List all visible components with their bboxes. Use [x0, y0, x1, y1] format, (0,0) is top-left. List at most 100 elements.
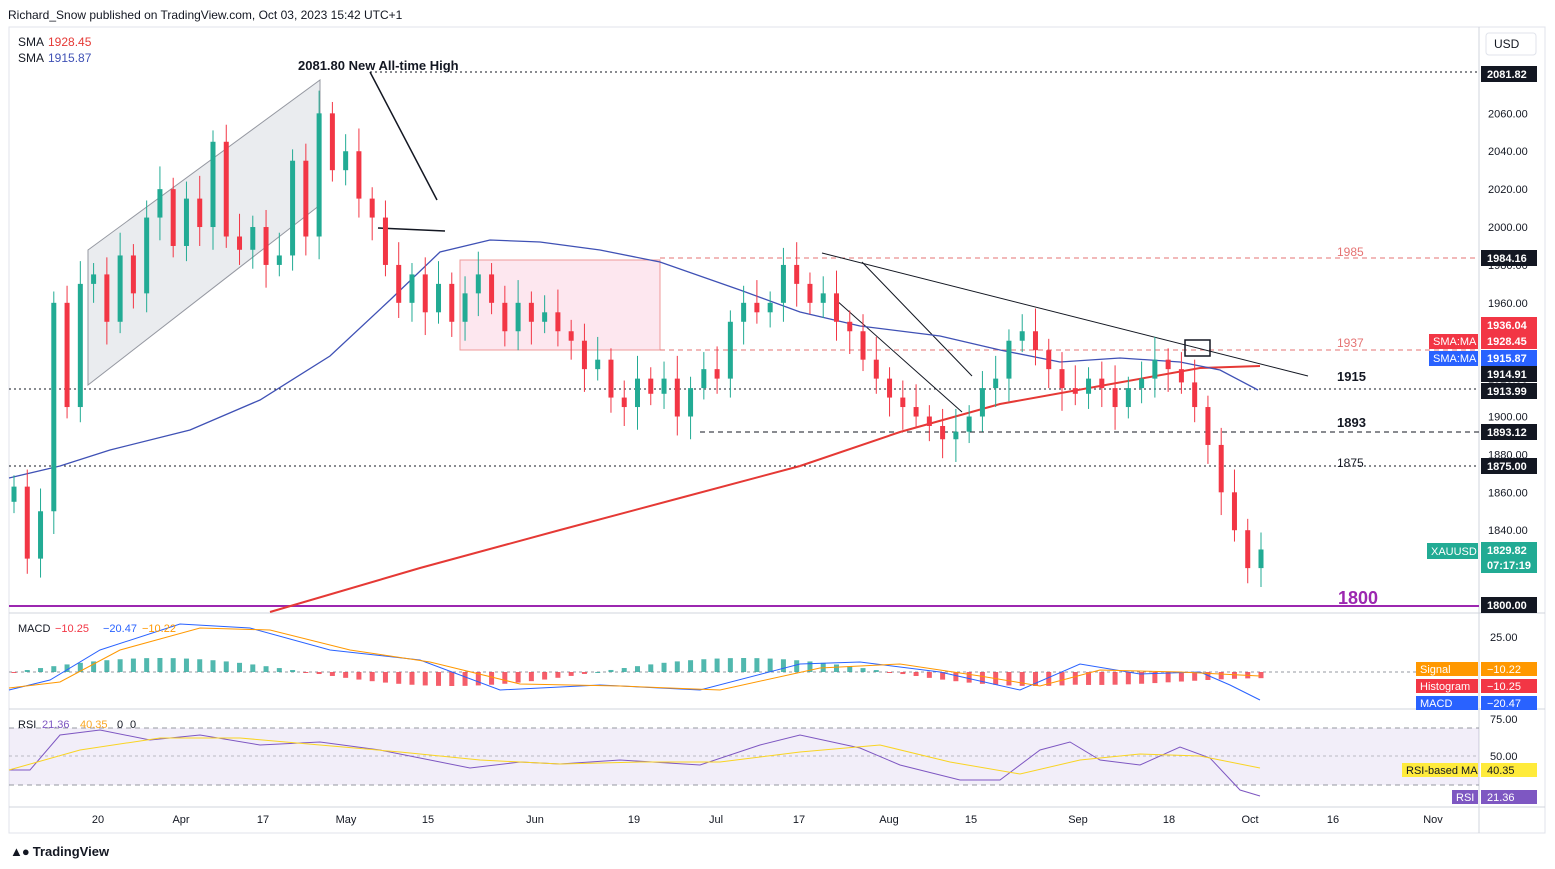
macd-hist-bar — [117, 659, 123, 672]
macd-hist-bar — [1072, 672, 1078, 685]
macd-hist-bar — [449, 672, 455, 686]
time-axis-label: Jun — [526, 814, 544, 826]
macd-hist-bar — [714, 658, 720, 672]
rsi-lines — [8, 729, 1261, 797]
macd-hist-bar — [621, 668, 627, 672]
macd-tag-value: −10.22 — [1487, 664, 1521, 676]
candle-body — [104, 274, 110, 322]
macd-hist-bar — [475, 672, 481, 686]
macd-legend-hist: −10.25 — [55, 623, 89, 635]
candle-body — [1139, 378, 1145, 389]
macd-hist-bar — [489, 672, 495, 685]
macd-hist-bar — [104, 660, 110, 672]
rsi-line — [9, 729, 1261, 797]
candle-body — [714, 369, 720, 379]
candle-body — [303, 160, 309, 237]
price-tag-label: 1875.00 — [1487, 461, 1527, 473]
candlesticks — [11, 90, 1264, 588]
macd-hist-bar — [396, 672, 402, 684]
candle-body — [754, 302, 760, 313]
candle-body — [502, 302, 508, 332]
macd-hist-bar — [1258, 672, 1264, 679]
candle-body — [130, 255, 136, 294]
macd-signal-line — [8, 627, 1261, 691]
candle-body — [170, 189, 176, 246]
candle-body — [661, 378, 667, 394]
rsi-axis-50: 50.00 — [1490, 751, 1518, 763]
time-axis[interactable]: 20 Apr 17 May 15 Jun 19 Jul 17 Aug 15 Sep 18 Oct 16 Nov — [92, 814, 1443, 826]
candle-body — [250, 227, 256, 250]
macd-hist-bar — [953, 672, 959, 682]
candle-body — [157, 189, 163, 218]
price-tag-box — [1481, 542, 1537, 558]
candle-body — [210, 141, 216, 228]
time-axis-label: Sep — [1068, 814, 1088, 826]
macd-hist-bar — [276, 668, 282, 672]
candle-body — [117, 255, 123, 322]
price-tag-box — [1481, 366, 1537, 382]
candle-body — [462, 293, 468, 322]
rsi-tag-value: 21.36 — [1487, 792, 1515, 804]
macd-hist-bar — [648, 664, 654, 672]
candle-body — [515, 302, 521, 332]
price-tag-box — [1481, 317, 1537, 333]
price-tags: 2081.82 1984.16 1936.04 1928.45 1915.87 1914.… — [1481, 66, 1537, 613]
macd-hist-bar — [1046, 672, 1052, 686]
macd-hist-bar — [11, 672, 17, 673]
level-1800-label: 1800 — [1338, 588, 1378, 608]
candle-body — [38, 511, 44, 559]
sma-red-value: 1928.45 — [48, 35, 92, 49]
sma-blue-tag-box — [1429, 351, 1478, 366]
level-1893-label: 1893 — [1337, 415, 1366, 430]
candle-body — [807, 283, 813, 303]
macd-hist-bar — [1165, 672, 1171, 683]
time-axis-label: Oct — [1241, 814, 1258, 826]
price-tag-box — [1481, 424, 1537, 440]
price-tag-label: 2081.82 — [1487, 69, 1527, 81]
price-axis-label: 2000.00 — [1488, 222, 1528, 234]
macd-hist-bar — [688, 660, 694, 672]
macd-hist-bar — [979, 672, 985, 684]
macd-tag-label-box — [1416, 696, 1478, 710]
macd-tag-value-box — [1481, 679, 1537, 693]
price-tag-label: 1915.87 — [1487, 353, 1527, 365]
macd-hist-bar — [1139, 672, 1145, 684]
macd-tag-label: Histogram — [1420, 681, 1470, 693]
price-tag-box — [1481, 66, 1537, 82]
macd-hist-bar — [873, 670, 879, 672]
candle-body — [940, 425, 946, 440]
macd-legend-signal: −10.22 — [142, 623, 176, 635]
descending-trendline — [821, 252, 1309, 377]
tradingview-brand[interactable]: ▲● TradingView — [10, 844, 109, 859]
macd-hist-bar — [409, 672, 415, 685]
macd-hist-bar — [1006, 672, 1012, 686]
macd-hist-bar — [329, 672, 335, 676]
macd-hist-bar — [223, 661, 229, 672]
macd-hist-bar — [913, 672, 919, 676]
rsi-tag-label: RSI — [1456, 792, 1474, 804]
candle-body — [237, 236, 243, 250]
candle-body — [595, 359, 601, 370]
macd-hist-bar — [780, 659, 786, 672]
candle-body — [860, 331, 866, 360]
price-tag-box — [1481, 333, 1537, 349]
macd-hist-bar — [727, 658, 733, 672]
macd-hist-bar — [794, 660, 800, 672]
macd-hist-bar — [581, 672, 587, 674]
candle-body — [1165, 359, 1171, 370]
macd-tag-label-box — [1416, 679, 1478, 693]
price-tag-box — [1481, 597, 1537, 613]
candle-body — [528, 302, 534, 322]
macd-hist-bar — [436, 672, 442, 686]
currency-box[interactable] — [1485, 32, 1537, 56]
ath-annotation: 2081.80 New All-time High — [298, 58, 459, 73]
price-axis-label: 1960.00 — [1488, 298, 1528, 310]
candle-body — [913, 407, 919, 417]
time-axis-label: Apr — [172, 814, 189, 826]
time-axis-label: Aug — [879, 814, 899, 826]
price-axis-label: 1860.00 — [1488, 487, 1528, 499]
price-tag-box — [1481, 350, 1537, 366]
candle-body — [873, 359, 879, 379]
macd-hist-bar — [1218, 672, 1224, 680]
